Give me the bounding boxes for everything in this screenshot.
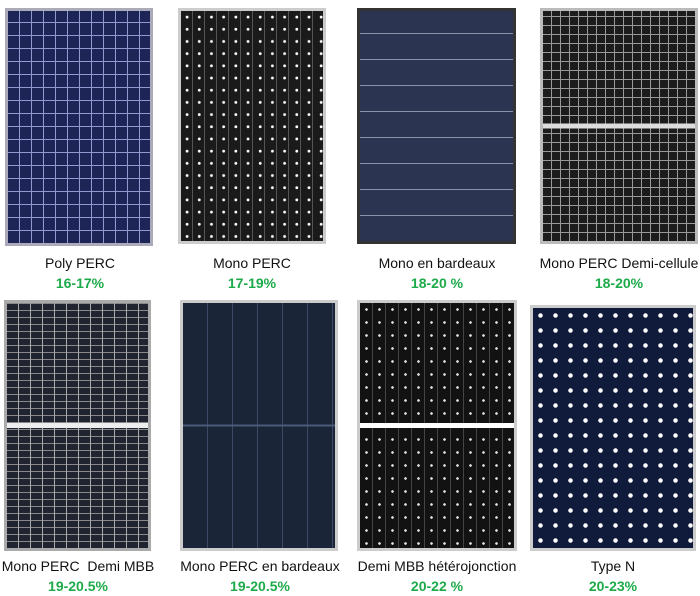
panel-efficiency: 19-20.5% [230, 578, 290, 594]
panel-label: Mono PERC Demi MBB [1, 558, 155, 574]
panel-efficiency: 16-17% [55, 275, 105, 291]
mono-perc-demi-mbb-panel-image [4, 300, 151, 551]
type-n-panel-image [530, 305, 696, 551]
panel-label: Mono PERC en bardeaux [180, 558, 340, 574]
panel-efficiency: 17-19% [227, 275, 277, 291]
demi-mbb-heterojonction-panel-image [357, 300, 517, 551]
mono-bardeaux-panel-image [357, 8, 516, 244]
panel-label: Demi MBB hétérojonction [357, 558, 517, 574]
panel-label: Mono PERC Demi-cellule [539, 255, 699, 271]
panel-label: Poly PERC [44, 255, 116, 271]
panel-efficiency: 20-22 % [410, 578, 464, 594]
mono-perc-demi-cellule-panel-image [540, 8, 698, 244]
panel-efficiency: 19-20.5% [48, 578, 108, 594]
panel-label: Mono PERC [213, 255, 291, 271]
poly-perc-panel-image [5, 8, 153, 246]
mono-perc-panel-image [178, 8, 326, 244]
panel-efficiency: 18-20% [594, 275, 644, 291]
mono-perc-bardeaux-panel-image [180, 300, 338, 551]
panel-efficiency: 18-20 % [410, 275, 464, 291]
panel-efficiency: 20-23% [588, 578, 638, 594]
panel-label: Type N [590, 558, 636, 574]
panel-label: Mono en bardeaux [378, 255, 496, 271]
